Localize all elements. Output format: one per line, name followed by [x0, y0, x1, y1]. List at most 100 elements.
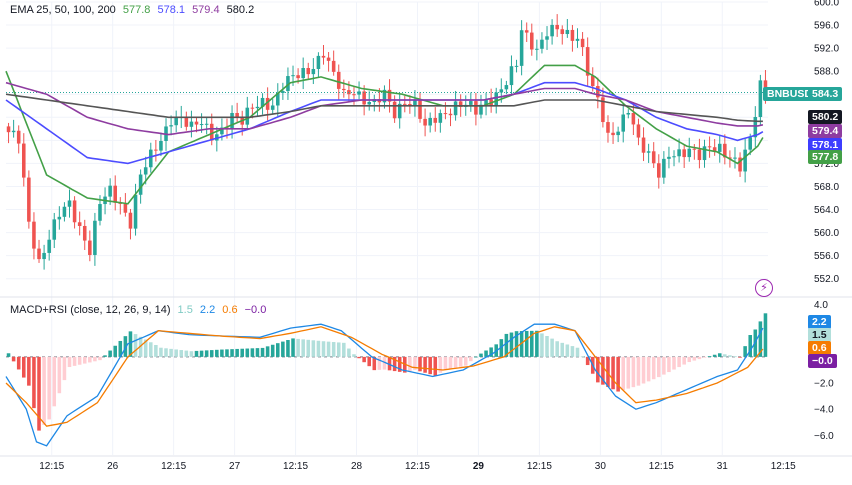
macd-histogram-bar — [611, 356, 615, 390]
macd-histogram-bar — [575, 347, 580, 357]
candle-body — [728, 157, 732, 159]
macd-histogram-bar — [458, 356, 463, 367]
macd-histogram-bar — [738, 356, 742, 358]
candle-body — [154, 149, 158, 151]
time-tick-label: 12:15 — [771, 461, 796, 472]
macd-histogram-bar — [504, 333, 509, 357]
candle-body — [418, 99, 422, 119]
candle-body — [37, 248, 41, 260]
macd-histogram-bar — [545, 336, 549, 357]
macd-histogram-bar — [357, 356, 361, 359]
macd-histogram-bar — [225, 349, 229, 357]
candle-body — [265, 97, 270, 110]
macd-legend-signal: 0.6 — [222, 304, 238, 316]
time-tick-label: 12:15 — [39, 461, 64, 472]
candle-body — [184, 116, 189, 127]
macd-histogram-bar — [128, 331, 133, 357]
candle-body — [11, 130, 16, 133]
macd-legend-hist: 1.5 — [177, 304, 193, 316]
macd-histogram-bar — [281, 341, 285, 357]
candle-body — [469, 101, 473, 105]
macd-histogram-bar — [270, 344, 275, 357]
macd-histogram-bar — [641, 356, 646, 384]
macd-histogram-bar — [301, 339, 305, 357]
time-tick-label: 28 — [351, 461, 363, 472]
candle-body — [646, 151, 651, 153]
macd-histogram-bar — [230, 349, 234, 357]
macd-histogram-bar — [72, 356, 77, 366]
candle-body — [82, 225, 87, 241]
macd-histogram-bar — [174, 349, 178, 357]
candle-body — [220, 127, 224, 135]
time-tick-label: 31 — [717, 461, 729, 472]
candle-body — [743, 149, 747, 172]
candle-body — [621, 114, 625, 132]
ema100-tag: 579.4 — [808, 124, 843, 138]
candle-body — [382, 89, 387, 103]
candle-body — [692, 148, 697, 150]
time-tick-label: 30 — [595, 461, 607, 472]
signal-value-tag: 0.6 — [808, 341, 831, 355]
candle-body — [306, 68, 311, 75]
ema-value-100: 579.4 — [192, 4, 220, 16]
candle-body — [682, 149, 686, 158]
price-tick-label: 592.0 — [814, 44, 839, 55]
macd-histogram-bar — [184, 350, 189, 357]
macd-histogram-bar — [606, 356, 610, 387]
candle-body — [596, 86, 600, 98]
macd-histogram-bar — [169, 348, 173, 357]
candle-body — [519, 30, 524, 66]
macd-legend-label: MACD+RSI (close, 12, 26, 9, 14) — [10, 304, 171, 316]
candle-body — [585, 47, 590, 76]
candle-body — [22, 143, 26, 178]
candle-body — [342, 88, 346, 91]
lightning-icon[interactable]: ⚡ — [755, 279, 773, 297]
candle-body — [570, 29, 575, 41]
candle-body — [93, 220, 97, 255]
price-tick-label: 568.0 — [814, 182, 839, 193]
macd-histogram-bar — [179, 350, 184, 357]
macd-histogram-bar — [524, 330, 529, 357]
candle-body — [88, 240, 92, 255]
macd-histogram-bar — [159, 347, 163, 357]
macd-histogram-bar — [550, 338, 554, 357]
candle-body — [474, 101, 478, 115]
macd-histogram-bar — [657, 356, 661, 378]
candle-body — [245, 107, 250, 125]
macd-value-tag: 2.2 — [808, 315, 831, 329]
macd-histogram-bar — [16, 356, 21, 370]
candle-body — [113, 185, 117, 203]
macd-histogram-bar — [580, 356, 585, 358]
macd-histogram-bar — [469, 356, 473, 362]
candle-body — [723, 143, 727, 158]
macd-histogram-bar — [47, 356, 51, 420]
ema-value-25: 577.8 — [122, 4, 151, 16]
price-tick-label: 564.0 — [814, 205, 839, 216]
macd-histogram-bar — [306, 339, 311, 357]
candle-body — [717, 143, 722, 152]
candle-body — [428, 117, 432, 126]
candle-body — [316, 55, 321, 69]
time-tick-label: 27 — [229, 461, 241, 472]
ema25-line — [5, 64, 764, 205]
time-tick-label: 29 — [473, 461, 485, 472]
macd-histogram-bar — [321, 341, 326, 357]
macd-histogram-bar — [728, 355, 732, 357]
macd-histogram-bar — [215, 349, 219, 357]
candle-body — [357, 91, 361, 95]
candle-body — [230, 112, 234, 130]
candle-body — [362, 91, 366, 105]
candle-body — [336, 71, 341, 89]
macd-tick-label: 4.0 — [814, 300, 828, 311]
candle-body — [270, 105, 275, 110]
candle-body — [67, 200, 72, 207]
candle-body — [707, 146, 712, 148]
candle-body — [672, 156, 676, 158]
macd-histogram-bar — [260, 347, 265, 357]
candle-body — [326, 57, 331, 61]
macd-histogram-bar — [377, 356, 382, 370]
candle-body — [138, 174, 143, 195]
macd-histogram-bar — [702, 356, 707, 358]
time-tick-label: 12:15 — [283, 461, 308, 472]
